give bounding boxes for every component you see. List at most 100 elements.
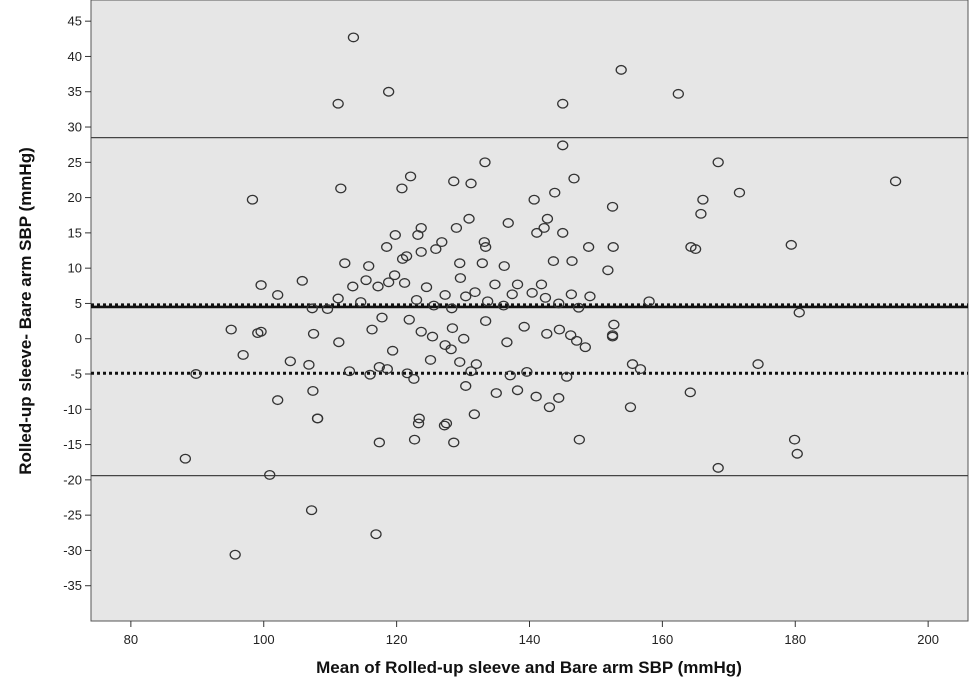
data-point <box>788 434 801 445</box>
data-point <box>272 290 284 300</box>
data-point <box>481 296 494 307</box>
y-tick-label: 0 <box>75 331 82 346</box>
data-point <box>582 242 595 252</box>
data-point <box>398 278 411 288</box>
data-point <box>530 391 542 402</box>
data-point <box>752 359 764 370</box>
data-point <box>626 359 639 370</box>
data-point <box>381 242 393 252</box>
data-point <box>568 173 580 184</box>
data-point <box>438 420 451 431</box>
data-point <box>415 246 427 257</box>
data-point <box>538 222 550 233</box>
data-point <box>579 342 591 353</box>
data-point <box>410 294 423 305</box>
data-point <box>373 437 385 448</box>
data-point <box>396 183 408 194</box>
data-point <box>608 319 620 330</box>
data-point <box>624 402 637 413</box>
data-point <box>511 385 524 396</box>
data-point <box>382 86 395 97</box>
data-point <box>376 312 388 323</box>
y-tick-label: -25 <box>63 508 82 523</box>
data-point <box>539 292 552 303</box>
data-points <box>179 32 902 560</box>
data-point <box>311 413 324 424</box>
data-point <box>272 395 284 406</box>
data-point <box>415 222 427 233</box>
data-point <box>343 366 356 377</box>
data-point <box>498 261 510 271</box>
data-point <box>689 244 702 255</box>
data-point <box>547 256 560 267</box>
data-point <box>643 296 655 307</box>
data-point <box>557 98 569 109</box>
data-point <box>412 418 425 429</box>
x-tick-label: 160 <box>652 632 674 647</box>
data-point <box>420 282 433 293</box>
data-point <box>521 366 533 377</box>
data-point <box>381 364 393 375</box>
data-point <box>426 331 439 342</box>
data-point <box>535 279 548 290</box>
data-point <box>460 381 472 391</box>
data-point <box>264 469 276 480</box>
x-axis-title: Mean of Rolled-up sleeve and Bare arm SB… <box>316 658 742 677</box>
data-point <box>436 237 448 247</box>
data-point <box>388 270 401 281</box>
data-point <box>573 434 585 445</box>
data-point <box>793 307 805 318</box>
data-point <box>445 344 457 355</box>
data-point <box>511 279 524 290</box>
data-point <box>372 281 384 292</box>
data-point <box>303 359 315 370</box>
plot-background <box>90 0 969 622</box>
data-point <box>307 385 319 396</box>
x-tick-label: 120 <box>386 632 408 647</box>
y-axis-title: Rolled-up sleeve- Bare arm SBP (mmHg) <box>16 147 35 475</box>
x-tick-label: 180 <box>784 632 806 647</box>
data-point <box>424 354 437 365</box>
data-point <box>615 64 627 75</box>
y-axis: -35 -30 -25 -20 -15 -10 -5 0 5 10 15 20 25 30 35 40 45 <box>63 14 91 593</box>
data-point <box>347 32 360 43</box>
data-point <box>573 302 585 313</box>
data-point <box>440 418 453 429</box>
data-point <box>339 258 351 269</box>
data-point <box>566 256 578 267</box>
y-tick-label: 30 <box>68 120 82 135</box>
data-point <box>448 176 460 187</box>
data-point <box>413 413 425 424</box>
reference-lines <box>91 136 968 477</box>
data-point <box>306 303 318 314</box>
data-point <box>469 287 481 298</box>
data-point <box>229 549 241 560</box>
data-point <box>333 337 345 348</box>
data-point <box>561 371 573 382</box>
data-point <box>465 178 477 189</box>
data-point <box>606 330 619 341</box>
data-point <box>490 388 502 399</box>
data-point <box>468 409 481 420</box>
data-point <box>237 350 249 360</box>
data-point <box>255 326 267 337</box>
data-point <box>526 287 538 298</box>
data-point <box>335 183 347 194</box>
data-point <box>571 335 583 346</box>
data-point <box>479 157 491 168</box>
data-point <box>607 242 619 252</box>
x-tick-label: 80 <box>124 632 138 647</box>
data-point <box>476 258 488 269</box>
data-point <box>489 279 501 290</box>
data-point <box>246 194 259 205</box>
y-tick-label: -5 <box>70 367 82 382</box>
data-point <box>439 290 451 300</box>
data-point <box>428 300 440 311</box>
y-tick-label: 35 <box>68 84 82 99</box>
data-point <box>889 176 902 187</box>
data-point <box>403 314 415 325</box>
data-point <box>565 330 577 341</box>
data-point <box>347 281 359 292</box>
data-point <box>791 448 803 459</box>
